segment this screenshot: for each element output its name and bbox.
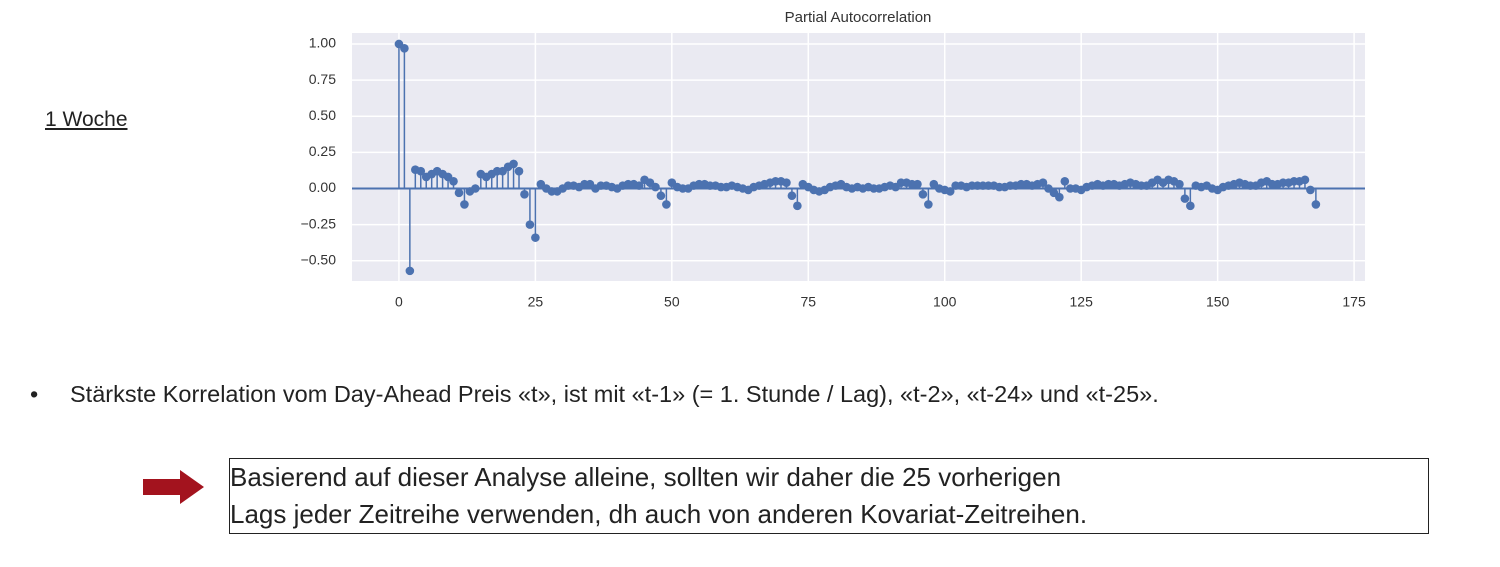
- y-tick-label: 0.50: [309, 107, 336, 123]
- stem-marker: [651, 182, 660, 192]
- stem-marker: [1300, 175, 1310, 185]
- y-tick-label: 0.75: [309, 71, 336, 87]
- stem-marker: [945, 187, 955, 196]
- x-tick-label: 50: [664, 294, 680, 310]
- stem-marker: [918, 189, 928, 199]
- stem-marker: [787, 191, 797, 201]
- stem-marker: [449, 176, 458, 186]
- arrow-icon: [143, 470, 204, 504]
- stem-marker: [924, 200, 933, 209]
- plot-area: [352, 33, 1365, 281]
- y-tick-label: −0.25: [301, 215, 337, 231]
- stem-marker: [514, 166, 524, 176]
- y-tick-label: 1.00: [309, 35, 336, 51]
- stem-marker: [634, 181, 644, 190]
- bullet-dot: •: [30, 381, 39, 407]
- x-tick-label: 175: [1342, 294, 1366, 310]
- stem-marker: [1180, 194, 1190, 203]
- y-tick-label: 0.25: [309, 143, 336, 159]
- x-tick-label: 125: [1070, 294, 1094, 310]
- stem-marker: [793, 201, 802, 211]
- stem-marker: [1060, 176, 1070, 186]
- y-tick-label: 0.00: [309, 179, 336, 195]
- stem-marker: [400, 44, 409, 53]
- x-tick-label: 100: [933, 294, 957, 310]
- arrow-shape: [143, 470, 204, 504]
- x-tick-label: 75: [800, 294, 816, 310]
- stem-marker: [1306, 185, 1315, 195]
- bullet-item: • Stärkste Korrelation vom Day-Ahead Prei…: [30, 381, 1159, 408]
- chart: Partial Autocorrelation 1.00 0.75 0.50 0.25…: [301, 9, 1366, 310]
- stem-marker: [782, 178, 791, 188]
- stem-marker: [405, 266, 415, 276]
- stem-marker: [913, 179, 922, 189]
- stem-marker: [471, 184, 480, 193]
- stem-marker: [509, 159, 518, 169]
- stem-marker: [1055, 192, 1064, 202]
- stem-marker: [1175, 179, 1184, 189]
- stem-marker: [531, 233, 540, 242]
- stem-marker: [1311, 200, 1321, 209]
- stem-marker: [520, 189, 529, 199]
- note-line: Basierend auf dieser Analyse alleine, so…: [230, 462, 1062, 492]
- bullet-text: Stärkste Korrelation vom Day-Ahead Preis…: [70, 381, 1159, 407]
- y-tick-label: −0.50: [301, 251, 337, 267]
- stem-marker: [416, 166, 426, 176]
- note-box: Basierend auf dieser Analyse alleine, so…: [229, 458, 1429, 534]
- stem-marker: [656, 191, 666, 201]
- stem-marker: [525, 220, 535, 229]
- x-tick-label: 25: [528, 294, 544, 310]
- x-tick-label: 150: [1206, 294, 1230, 310]
- stem-marker: [460, 200, 469, 209]
- note-line: Lags jeder Zeitreihe verwenden, dh auch …: [230, 499, 1088, 529]
- chart-title: Partial Autocorrelation: [785, 9, 932, 26]
- stem-marker: [1038, 178, 1048, 188]
- stem-marker: [454, 188, 464, 198]
- stem-marker: [662, 200, 671, 209]
- stem-marker: [1186, 201, 1195, 211]
- x-tick-label: 0: [395, 294, 403, 310]
- side-label: 1 Woche: [45, 108, 128, 131]
